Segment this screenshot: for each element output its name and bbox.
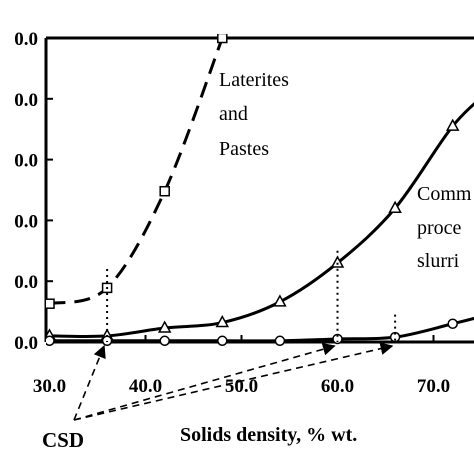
series-0-point — [217, 34, 228, 44]
csd-markers — [73, 250, 397, 421]
series-1-point — [215, 314, 230, 328]
csd-arrow — [73, 342, 394, 421]
series-2-point — [332, 333, 343, 345]
series-layer — [46, 34, 474, 346]
series-1-point — [157, 320, 172, 333]
x-axis-title: Solids density, % wt. — [180, 424, 357, 446]
y-tick-label: 0.0 — [14, 333, 38, 354]
x-tick-label: 50.0 — [225, 376, 258, 397]
x-tick-label: 70.0 — [417, 376, 450, 397]
laterites-label-line-2: and — [219, 103, 248, 125]
commercial-label-line-2: proce — [417, 217, 462, 239]
series-1-point — [330, 255, 345, 268]
x-tick-label: 40.0 — [129, 376, 162, 397]
series-1-line — [49, 102, 474, 338]
series-2-point — [159, 335, 170, 346]
y-tick-label: 0.0 — [14, 29, 38, 50]
series-2-point — [46, 335, 55, 346]
laterites-label-line-1: Laterites — [219, 69, 289, 91]
tick-labels: 0.0 0.0 0.0 0.0 0.0 0.0 30.0 40.0 50.0 60.0 70.0 — [14, 29, 450, 397]
series-2-point — [101, 335, 113, 346]
csd-arrow — [73, 344, 106, 421]
y-tick-label: 0.0 — [14, 211, 38, 232]
commercial-label-line-1: Comm — [417, 183, 472, 205]
series-2-point — [389, 331, 401, 343]
series-0-point — [46, 298, 55, 309]
laterites-label-line-3: Pastes — [219, 138, 269, 160]
y-tick-label: 0.0 — [14, 151, 38, 172]
x-tick-label: 60.0 — [321, 376, 354, 397]
csd-arrow — [73, 342, 336, 421]
series-1-point — [273, 294, 287, 307]
series-2-point — [447, 318, 458, 330]
series-0-point — [159, 185, 170, 197]
commercial-label-line-3: slurri — [417, 250, 460, 272]
series-2-point — [274, 335, 286, 346]
series-1-point — [445, 118, 460, 131]
series-1-point — [388, 200, 402, 213]
x-tick-label: 30.0 — [33, 376, 66, 397]
series-0-line — [49, 37, 224, 306]
csd-label: CSD — [42, 428, 84, 452]
series-2-point — [217, 335, 228, 346]
y-tick-label: 0.0 — [14, 90, 38, 111]
y-tick-label: 0.0 — [14, 272, 38, 293]
